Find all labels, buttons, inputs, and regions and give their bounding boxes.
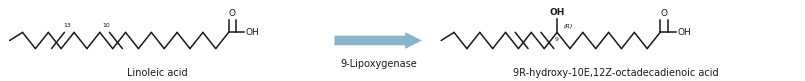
Text: 9: 9 bbox=[555, 37, 559, 42]
Text: 13: 13 bbox=[64, 23, 72, 28]
Text: (R): (R) bbox=[564, 24, 573, 29]
Polygon shape bbox=[334, 32, 423, 49]
Text: O: O bbox=[660, 9, 667, 18]
Text: OH: OH bbox=[246, 28, 259, 37]
Text: 10: 10 bbox=[102, 23, 110, 28]
Text: 9R-hydroxy-10E,12Z-octadecadienoic acid: 9R-hydroxy-10E,12Z-octadecadienoic acid bbox=[513, 68, 719, 78]
Text: 9-Lipoxygenase: 9-Lipoxygenase bbox=[340, 59, 417, 69]
Text: O: O bbox=[229, 9, 236, 18]
Text: Linoleic acid: Linoleic acid bbox=[126, 68, 188, 78]
Text: OH: OH bbox=[677, 28, 691, 37]
Text: OH: OH bbox=[549, 8, 565, 17]
